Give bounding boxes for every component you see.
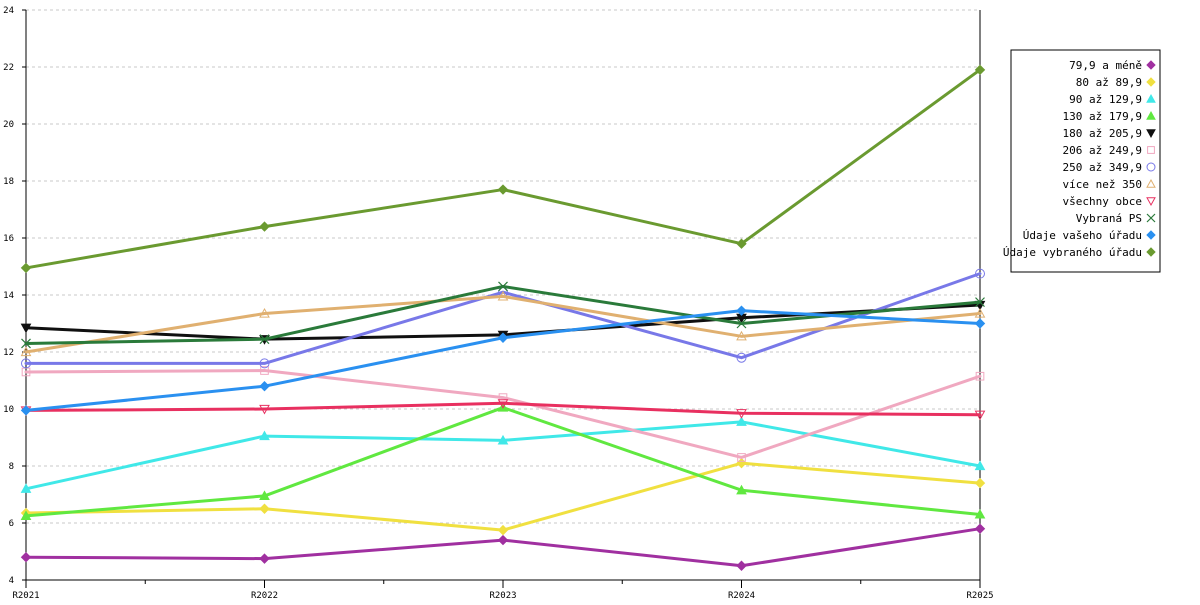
series-1-point bbox=[974, 523, 986, 534]
legend-marker bbox=[1146, 77, 1156, 87]
legend-label: Vybraná PS bbox=[1076, 212, 1142, 225]
series-2-point bbox=[497, 524, 509, 536]
series-10-point bbox=[21, 338, 31, 349]
series-4-point bbox=[736, 484, 747, 495]
legend-marker bbox=[1146, 230, 1156, 240]
legend-label: Údaje vašeho úřadu bbox=[1023, 229, 1142, 242]
y-tick-label: 18 bbox=[3, 177, 14, 187]
series-1-point bbox=[736, 560, 747, 571]
series-8-point bbox=[736, 330, 747, 341]
y-tick-label: 24 bbox=[3, 6, 14, 16]
legend-label: 180 až 205,9 bbox=[1063, 127, 1142, 140]
series-4-point bbox=[259, 490, 270, 501]
legend-label: všechny obce bbox=[1063, 195, 1142, 208]
series-12-point bbox=[736, 238, 747, 249]
series-line-8 bbox=[24, 294, 982, 354]
legend-marker bbox=[1146, 93, 1156, 103]
series-10-point bbox=[498, 281, 508, 292]
legend-label: Údaje vybraného úřadu bbox=[1003, 246, 1142, 259]
legend-label: 80 až 89,9 bbox=[1076, 76, 1142, 89]
y-tick-label: 14 bbox=[3, 291, 14, 301]
series-6-point bbox=[498, 393, 508, 402]
series-12-point bbox=[974, 64, 986, 76]
series-11-point bbox=[497, 332, 509, 343]
legend-label: 250 až 349,9 bbox=[1063, 161, 1142, 174]
series-6-point bbox=[260, 366, 269, 375]
series-12-point bbox=[259, 221, 270, 232]
series-11-point bbox=[20, 405, 32, 416]
series-4-point bbox=[974, 508, 986, 519]
legend-label: 206 až 249,9 bbox=[1063, 144, 1142, 157]
series-9-point bbox=[974, 410, 986, 421]
y-tick-label: 12 bbox=[3, 348, 14, 358]
series-line-3 bbox=[24, 420, 982, 491]
y-tick-label: 20 bbox=[3, 120, 14, 130]
y-tick-label: 22 bbox=[3, 63, 14, 73]
legend-marker bbox=[1146, 197, 1156, 207]
x-tick-label: R2022 bbox=[251, 591, 278, 600]
series-12-point bbox=[497, 184, 509, 195]
series-1-point bbox=[259, 553, 270, 564]
series-1-point bbox=[20, 551, 32, 563]
series-7-point bbox=[21, 358, 31, 369]
series-8-point bbox=[497, 290, 509, 301]
y-tick-label: 16 bbox=[3, 234, 14, 244]
series-11-point bbox=[259, 380, 270, 392]
series-8-point bbox=[259, 307, 270, 318]
legend-marker bbox=[1146, 178, 1156, 188]
series-10-point bbox=[259, 334, 270, 345]
series-10-point bbox=[736, 318, 747, 329]
y-tick-label: 8 bbox=[9, 462, 14, 472]
x-tick-label: R2023 bbox=[489, 591, 516, 600]
series-3-point bbox=[497, 434, 509, 445]
legend-marker bbox=[1146, 213, 1156, 223]
series-2-point bbox=[736, 457, 747, 469]
series-2-point bbox=[974, 477, 986, 489]
legend-box bbox=[1010, 49, 1161, 273]
legend-marker bbox=[1146, 60, 1156, 70]
series-11-point bbox=[974, 318, 986, 329]
x-tick-label: R2025 bbox=[966, 591, 993, 600]
legend-marker bbox=[1146, 129, 1156, 139]
series-7-point bbox=[259, 358, 270, 369]
y-tick-label: 6 bbox=[9, 519, 14, 529]
series-2-point bbox=[259, 503, 270, 514]
series-3-point bbox=[736, 416, 747, 426]
series-line-9 bbox=[24, 401, 982, 417]
legend-label: 90 až 129,9 bbox=[1069, 93, 1142, 106]
series-4-point bbox=[20, 510, 32, 520]
series-1-point bbox=[497, 534, 509, 546]
series-8-point bbox=[974, 307, 986, 318]
y-tick-label: 10 bbox=[3, 405, 14, 415]
series-9-point bbox=[736, 409, 747, 419]
x-tick-label: R2021 bbox=[12, 591, 39, 600]
series-9-point bbox=[497, 399, 509, 409]
series-5-point bbox=[20, 323, 32, 334]
series-10-point bbox=[975, 297, 985, 308]
legend-label: více než 350 bbox=[1063, 178, 1142, 191]
legend-label: 130 až 179,9 bbox=[1063, 110, 1142, 123]
legend-marker bbox=[1146, 247, 1156, 257]
series-7-point bbox=[975, 268, 985, 279]
series-line-2 bbox=[24, 461, 982, 532]
series-7-point bbox=[736, 352, 747, 363]
series-12-point bbox=[20, 262, 32, 274]
legend-marker bbox=[1146, 162, 1156, 172]
series-11-point bbox=[736, 305, 747, 316]
series-6-point bbox=[975, 371, 985, 381]
series-6-point bbox=[737, 453, 746, 462]
series-line-6 bbox=[24, 369, 982, 459]
y-tick-label: 4 bbox=[9, 576, 14, 586]
series-8-point bbox=[20, 346, 32, 357]
series-9-point bbox=[259, 404, 270, 415]
legend-label: 79,9 a méně bbox=[1069, 59, 1142, 72]
series-3-point bbox=[259, 430, 270, 441]
series-3-point bbox=[20, 483, 32, 493]
x-tick-label: R2024 bbox=[728, 591, 755, 600]
legend-marker bbox=[1146, 110, 1156, 120]
legend-marker bbox=[1147, 146, 1155, 154]
series-3-point bbox=[974, 460, 986, 471]
